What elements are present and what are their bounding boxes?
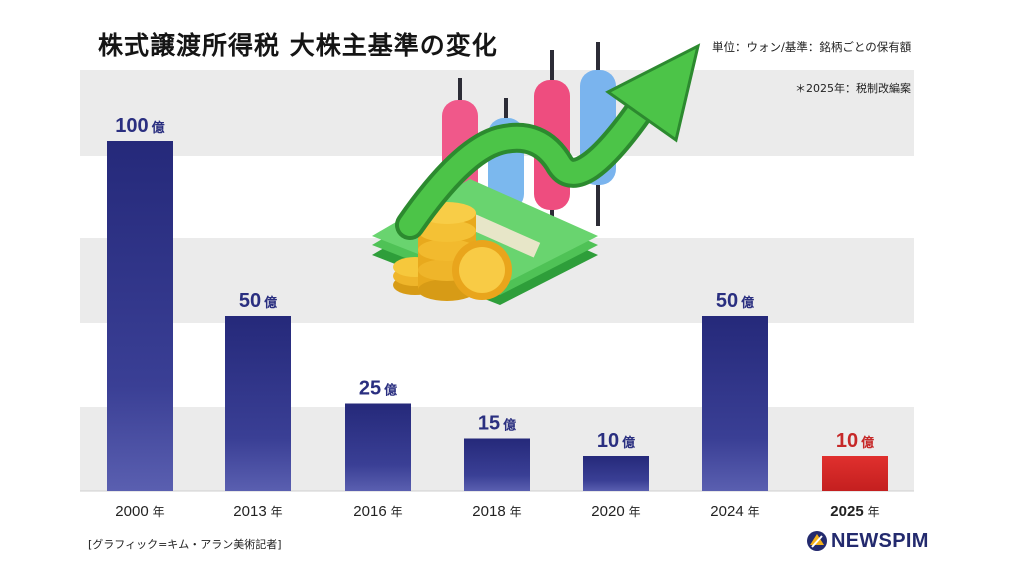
newspim-logo[interactable]: NEWSPIM xyxy=(806,529,929,553)
category-label: 2000 年 xyxy=(115,503,164,520)
value-label: 10 億 xyxy=(597,430,635,452)
newspim-logo-icon xyxy=(807,531,827,551)
growth-arrow-icon xyxy=(395,43,701,240)
bar-2013 xyxy=(225,316,291,491)
bar-2020 xyxy=(583,456,649,491)
value-label: 50 億 xyxy=(716,290,754,312)
bars xyxy=(107,141,888,491)
category-label: 2025 年 xyxy=(830,503,879,520)
value-labels: 100 億 50 億 25 億 15 億 10 億 50 億 10 億 xyxy=(115,115,874,452)
footnote: ＊2025年：税制改編案 xyxy=(795,82,911,95)
value-label: 10 億 xyxy=(836,430,874,452)
bar-2018 xyxy=(464,438,530,491)
category-label: 2016 年 xyxy=(353,503,402,520)
category-label: 2020 年 xyxy=(591,503,640,520)
category-label: 2024 年 xyxy=(710,503,759,520)
category-label: 2018 年 xyxy=(472,503,521,520)
category-label: 2013 年 xyxy=(233,503,282,520)
category-labels: 2000 年 2013 年 2016 年 2018 年 2020 年 2024 年 2025 年 xyxy=(115,503,879,520)
bar-2016 xyxy=(345,403,411,491)
value-label: 100 億 xyxy=(115,115,164,137)
chart-title: 株式譲渡所得税 大株主基準の変化 xyxy=(98,31,498,60)
logo-text: NEWSPIM xyxy=(831,529,929,552)
value-label: 25 億 xyxy=(359,378,397,400)
graphic-credit: [グラフィック=キム・アラン美術記者] xyxy=(88,538,282,551)
bar-2024 xyxy=(702,316,768,491)
bar-2000 xyxy=(107,141,173,491)
unit-note: 単位：ウォン/基準：銘柄ごとの保有額 xyxy=(712,40,912,54)
value-label: 15 億 xyxy=(478,413,516,435)
bar-2025 xyxy=(822,456,888,491)
value-label: 50 億 xyxy=(239,290,277,312)
